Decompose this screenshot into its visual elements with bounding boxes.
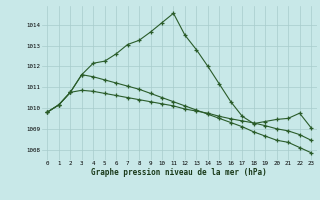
X-axis label: Graphe pression niveau de la mer (hPa): Graphe pression niveau de la mer (hPa) — [91, 168, 267, 177]
